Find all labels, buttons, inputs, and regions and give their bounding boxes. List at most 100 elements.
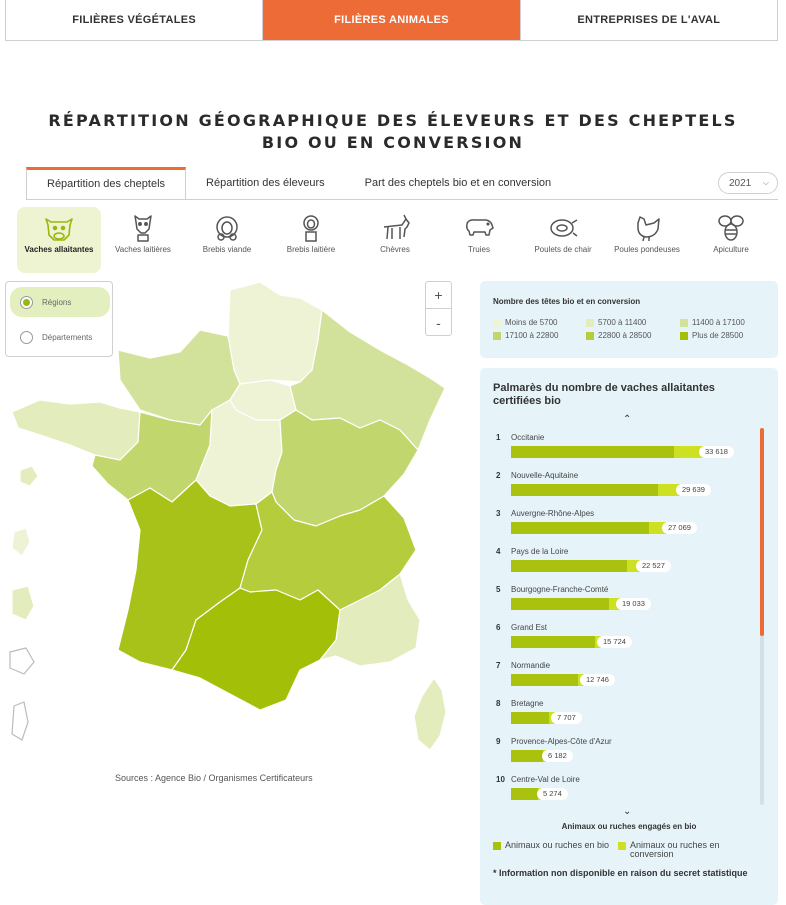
species-label: Brebis viande xyxy=(202,245,252,254)
ranking-row: 5 Bourgogne-Franche-Comté 19 033 xyxy=(494,582,759,618)
region-bretagne[interactable] xyxy=(11,399,141,461)
species-label: Apiculture xyxy=(713,245,749,254)
ranking-value: 15 724 xyxy=(597,636,632,648)
ranking-bar[interactable] xyxy=(511,712,555,724)
bar-segment-conversion xyxy=(674,446,703,458)
species-label: Chèvres xyxy=(380,245,410,254)
ranking-value: 27 069 xyxy=(662,522,697,534)
ranking-value: 22 527 xyxy=(636,560,671,572)
chicken-leg-icon xyxy=(550,219,578,237)
ranking-bar[interactable] xyxy=(511,560,640,572)
species-vaches-laitieres[interactable]: Vaches laitières xyxy=(101,207,185,273)
bar-segment-bio xyxy=(511,560,627,572)
bar-legend: Animaux ou ruches en bio Animaux ou ruch… xyxy=(493,841,773,859)
pig-icon xyxy=(466,219,494,236)
ranking-position: 4 xyxy=(496,547,501,556)
species-label: Vaches allaitantes xyxy=(24,245,94,254)
species-poulets-de-chair[interactable]: Poulets de chair xyxy=(521,207,605,273)
ranking-position: 5 xyxy=(496,585,501,594)
species-brebis-viande[interactable]: Brebis viande xyxy=(185,207,269,273)
species-chevres[interactable]: Chèvres xyxy=(353,207,437,273)
ranking-position: 2 xyxy=(496,471,501,480)
year-select[interactable]: 2021 ⌵ xyxy=(718,172,778,194)
bar-segment-bio xyxy=(511,598,609,610)
ranking-bar[interactable] xyxy=(511,598,620,610)
bar-legend-title: Animaux ou ruches engagés en bio xyxy=(561,822,697,831)
ranking-position: 3 xyxy=(496,509,501,518)
subtab-repartition-cheptels[interactable]: Répartition des cheptels xyxy=(26,167,187,200)
ranking-value: 19 033 xyxy=(616,598,651,610)
bar-segment-conversion xyxy=(649,522,666,534)
region-la-reunion[interactable] xyxy=(9,647,35,675)
ranking-position: 9 xyxy=(496,737,501,746)
chevron-down-icon: ⌵ xyxy=(762,178,769,187)
bar-segment-bio xyxy=(511,674,578,686)
legend-swatch xyxy=(586,318,594,327)
ranking-row: 6 Grand Est 15 724 xyxy=(494,620,759,656)
tab-filieres-vegetales[interactable]: FILIÈRES VÉGÉTALES xyxy=(6,0,264,40)
ranking-value: 12 746 xyxy=(580,674,615,686)
zoom-out-button[interactable]: - xyxy=(436,314,441,331)
bar-segment-bio xyxy=(511,636,595,648)
region-martinique[interactable] xyxy=(11,527,31,557)
zoom-control: + - xyxy=(425,281,452,336)
ranking-value: 5 274 xyxy=(537,788,568,800)
ranking-value: 6 182 xyxy=(542,750,573,762)
species-truies[interactable]: Truies xyxy=(437,207,521,273)
tab-filieres-animales[interactable]: FILIÈRES ANIMALES xyxy=(263,0,521,40)
ranking-position: 7 xyxy=(496,661,501,670)
map-legend: Nombre des têtes bio et en conversion Mo… xyxy=(480,281,778,358)
hen-icon xyxy=(637,216,660,242)
ranking-list: 1 Occitanie 33 618 2 Nouvelle-Aquitaine 29 63… xyxy=(494,430,759,806)
radio-selected-icon xyxy=(20,295,33,309)
sources-text: Sources : Agence Bio / Organismes Certif… xyxy=(115,773,313,783)
region-guadeloupe[interactable] xyxy=(19,465,39,487)
legend-item: 22800 à 28500 xyxy=(586,331,680,340)
bee-icon xyxy=(718,215,744,241)
region-corse[interactable] xyxy=(413,677,447,751)
legend-swatch xyxy=(680,331,688,340)
scrollbar-thumb[interactable] xyxy=(760,428,764,636)
ranking-bar[interactable] xyxy=(511,484,680,496)
ranking-bar[interactable] xyxy=(511,750,546,762)
beef-cow-icon xyxy=(45,218,73,241)
species-poules-pondeuses[interactable]: Poules pondeuses xyxy=(605,207,689,273)
subtab-part-cheptels[interactable]: Part des cheptels bio et en conversion xyxy=(364,177,552,189)
ranking-position: 6 xyxy=(496,623,501,632)
ranking-bar[interactable] xyxy=(511,674,584,686)
year-select-value: 2021 xyxy=(729,177,752,189)
legend-title: Nombre des têtes bio et en conversion xyxy=(493,297,641,306)
ranking-bar[interactable] xyxy=(511,446,703,458)
legend-grid: Moins de 5700 5700 à 11400 11400 à 17100 17… xyxy=(493,318,778,340)
ranking-bar[interactable] xyxy=(511,522,666,534)
legend-item: 17100 à 22800 xyxy=(493,331,586,340)
species-apiculture[interactable]: Apiculture xyxy=(689,207,773,273)
species-brebis-laitiere[interactable]: Brebis laitière xyxy=(269,207,353,273)
level-option-departements[interactable]: Départements xyxy=(10,322,110,352)
region-provence-alpes-cote-d-azur[interactable] xyxy=(319,573,421,667)
ranking-region-name: Centre-Val de Loire xyxy=(511,775,580,784)
tab-entreprises-aval[interactable]: ENTREPRISES DE L'AVAL xyxy=(577,14,721,26)
region-hauts-de-france[interactable] xyxy=(227,281,323,385)
species-vaches-allaitantes[interactable]: Vaches allaitantes xyxy=(17,207,101,273)
bar-legend-conversion: Animaux ou ruches en conversion xyxy=(618,841,743,859)
species-label: Poules pondeuses xyxy=(614,245,680,254)
ranking-row: 2 Nouvelle-Aquitaine 29 639 xyxy=(494,468,759,504)
level-toggle: Régions Départements xyxy=(5,281,113,357)
ranking-bar[interactable] xyxy=(511,636,601,648)
scroll-down-icon[interactable]: ⌄ xyxy=(623,806,632,817)
subtab-repartition-eleveurs[interactable]: Répartition des éleveurs xyxy=(206,177,325,189)
level-option-regions[interactable]: Régions xyxy=(10,287,110,317)
species-label: Vaches laitières xyxy=(115,245,171,254)
region-guyane[interactable] xyxy=(11,585,35,621)
ranking-region-name: Provence-Alpes-Côte d'Azur xyxy=(511,737,612,746)
legend-label: 11400 à 17100 xyxy=(692,318,745,327)
ranking-row: 8 Bretagne 7 707 xyxy=(494,696,759,732)
subtabs: Répartition des cheptels Répartition des… xyxy=(26,167,571,200)
zoom-in-button[interactable]: + xyxy=(426,282,451,309)
ranking-value: 33 618 xyxy=(699,446,734,458)
region-mayotte[interactable] xyxy=(11,701,29,741)
ranking-region-name: Grand Est xyxy=(511,623,548,632)
dairy-cow-icon xyxy=(134,215,152,242)
scroll-up-icon[interactable]: ⌃ xyxy=(623,414,632,425)
